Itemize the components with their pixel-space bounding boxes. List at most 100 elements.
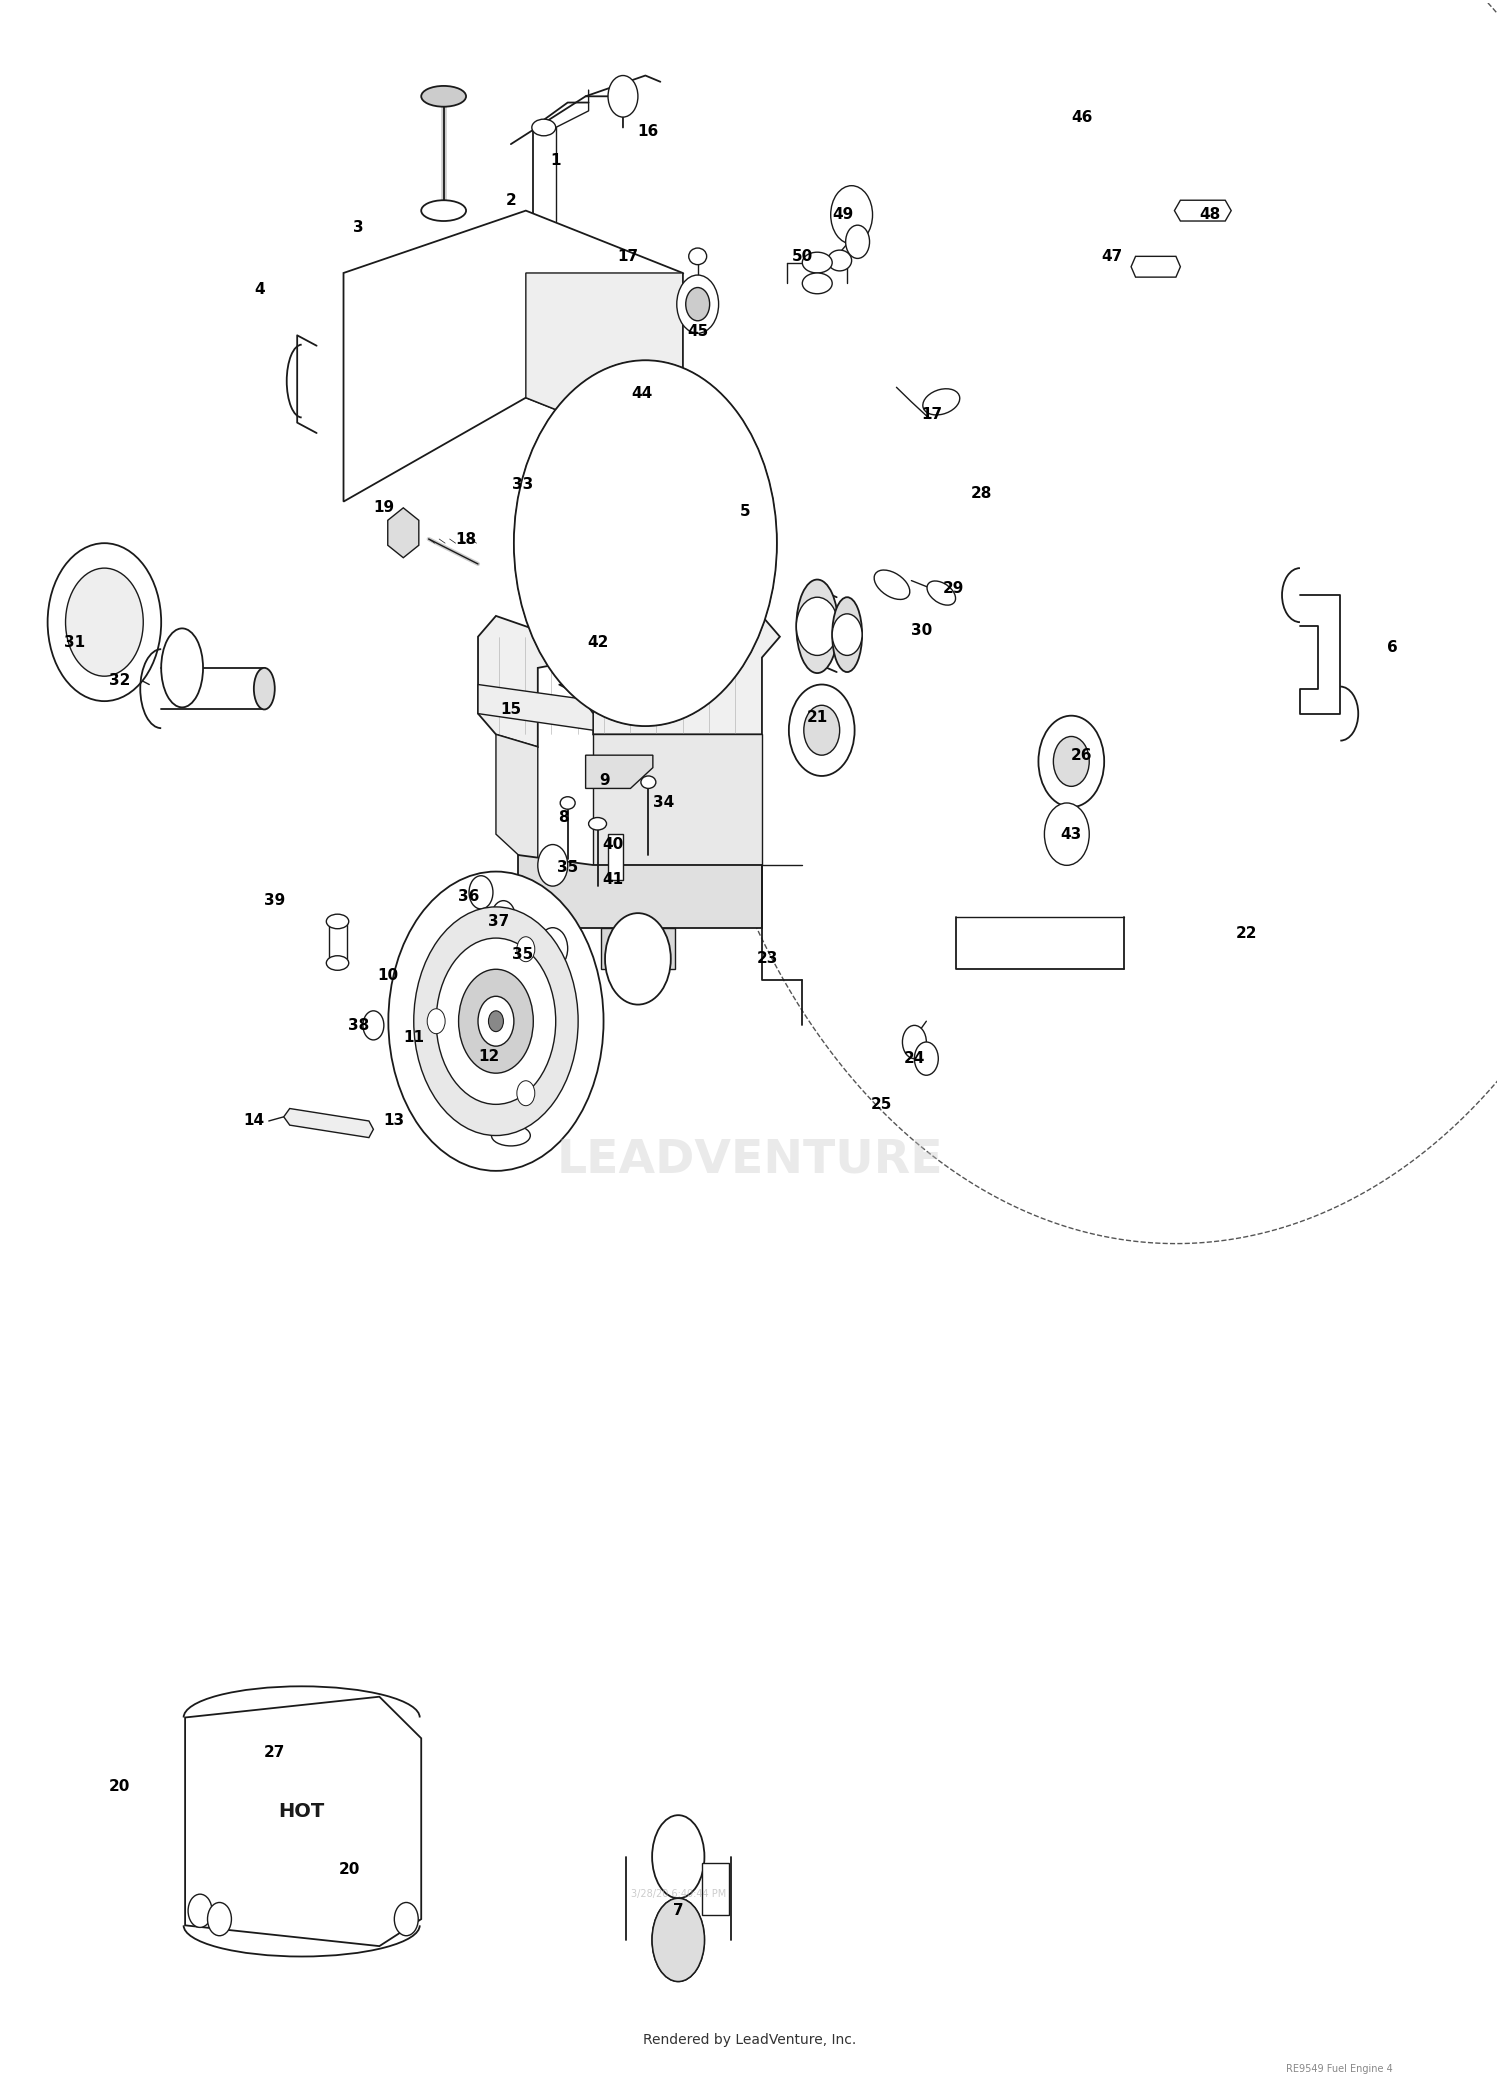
Text: LEADVENTURE: LEADVENTURE bbox=[556, 1138, 944, 1184]
Ellipse shape bbox=[652, 1815, 705, 1899]
Polygon shape bbox=[600, 927, 675, 969]
Circle shape bbox=[514, 361, 777, 725]
Text: 35: 35 bbox=[556, 861, 579, 875]
Ellipse shape bbox=[802, 252, 832, 273]
Text: 36: 36 bbox=[459, 890, 480, 904]
Text: 37: 37 bbox=[489, 915, 510, 929]
Bar bbox=[608, 834, 622, 879]
Circle shape bbox=[831, 185, 873, 244]
Ellipse shape bbox=[254, 667, 274, 709]
Circle shape bbox=[1038, 715, 1104, 807]
Text: 18: 18 bbox=[456, 531, 477, 546]
Text: HOT: HOT bbox=[279, 1801, 326, 1821]
Circle shape bbox=[518, 936, 536, 961]
Polygon shape bbox=[592, 734, 762, 865]
Ellipse shape bbox=[802, 273, 832, 294]
Text: 30: 30 bbox=[910, 623, 933, 638]
Text: 12: 12 bbox=[478, 1048, 500, 1065]
Text: 2: 2 bbox=[506, 192, 516, 208]
Text: 45: 45 bbox=[687, 323, 708, 340]
Ellipse shape bbox=[422, 200, 466, 221]
Ellipse shape bbox=[922, 390, 960, 415]
Text: 6: 6 bbox=[1388, 640, 1398, 654]
Text: 17: 17 bbox=[922, 406, 944, 421]
Polygon shape bbox=[388, 508, 418, 559]
Circle shape bbox=[636, 531, 654, 556]
Polygon shape bbox=[184, 1696, 422, 1946]
Ellipse shape bbox=[688, 248, 706, 265]
Ellipse shape bbox=[492, 1125, 531, 1146]
Text: 29: 29 bbox=[942, 581, 964, 596]
Text: 22: 22 bbox=[1236, 927, 1257, 942]
Ellipse shape bbox=[796, 579, 838, 673]
Circle shape bbox=[470, 875, 494, 909]
Polygon shape bbox=[519, 854, 762, 927]
Text: 40: 40 bbox=[602, 838, 622, 852]
Text: 24: 24 bbox=[903, 1050, 926, 1067]
Ellipse shape bbox=[632, 444, 658, 469]
Text: 21: 21 bbox=[807, 711, 828, 725]
Circle shape bbox=[436, 938, 555, 1105]
Text: 33: 33 bbox=[512, 477, 534, 492]
Text: 25: 25 bbox=[871, 1096, 892, 1113]
Circle shape bbox=[492, 900, 516, 934]
Text: 15: 15 bbox=[501, 702, 522, 717]
Text: 20: 20 bbox=[339, 1861, 360, 1878]
Ellipse shape bbox=[833, 598, 862, 671]
Circle shape bbox=[514, 361, 777, 725]
Circle shape bbox=[478, 996, 514, 1046]
Text: 3/28/20 6:40:44 PM: 3/28/20 6:40:44 PM bbox=[630, 1890, 726, 1899]
Circle shape bbox=[427, 1009, 445, 1034]
Polygon shape bbox=[496, 734, 538, 865]
Text: 10: 10 bbox=[378, 967, 399, 984]
Circle shape bbox=[552, 415, 738, 671]
Text: 26: 26 bbox=[1071, 748, 1092, 763]
Polygon shape bbox=[526, 273, 682, 461]
Circle shape bbox=[518, 1082, 536, 1107]
Circle shape bbox=[616, 929, 658, 988]
Ellipse shape bbox=[652, 1899, 705, 1982]
Ellipse shape bbox=[652, 1899, 705, 1982]
Polygon shape bbox=[478, 617, 780, 746]
Circle shape bbox=[570, 440, 720, 648]
Circle shape bbox=[48, 544, 160, 700]
Circle shape bbox=[846, 225, 870, 258]
Text: 14: 14 bbox=[243, 1113, 264, 1127]
Text: 4: 4 bbox=[255, 281, 266, 298]
Polygon shape bbox=[494, 1038, 530, 1096]
Circle shape bbox=[588, 465, 702, 623]
Polygon shape bbox=[1131, 256, 1180, 277]
Circle shape bbox=[538, 844, 567, 886]
Ellipse shape bbox=[632, 469, 658, 494]
Circle shape bbox=[188, 1894, 211, 1928]
Text: 48: 48 bbox=[1200, 206, 1221, 223]
Circle shape bbox=[394, 1903, 418, 1936]
Text: 9: 9 bbox=[600, 773, 610, 788]
Circle shape bbox=[676, 275, 718, 333]
Ellipse shape bbox=[640, 775, 656, 788]
Polygon shape bbox=[558, 684, 585, 696]
Bar bbox=[702, 1863, 729, 1915]
Text: 35: 35 bbox=[512, 948, 534, 963]
Circle shape bbox=[459, 969, 534, 1073]
Circle shape bbox=[804, 704, 840, 754]
Text: 47: 47 bbox=[1101, 248, 1122, 265]
Text: 3: 3 bbox=[352, 219, 364, 235]
Text: 50: 50 bbox=[792, 248, 813, 265]
Text: 31: 31 bbox=[64, 636, 86, 650]
Circle shape bbox=[489, 1011, 504, 1032]
Ellipse shape bbox=[927, 581, 956, 604]
Text: 44: 44 bbox=[632, 386, 652, 400]
Text: 13: 13 bbox=[384, 1113, 405, 1127]
Circle shape bbox=[388, 871, 603, 1171]
Polygon shape bbox=[344, 210, 682, 502]
Text: 46: 46 bbox=[1071, 110, 1092, 125]
Text: 42: 42 bbox=[586, 636, 609, 650]
Circle shape bbox=[686, 288, 709, 321]
Text: 19: 19 bbox=[374, 500, 394, 515]
Ellipse shape bbox=[492, 1086, 531, 1107]
Text: Rendered by LeadVenture, Inc.: Rendered by LeadVenture, Inc. bbox=[644, 2032, 856, 2046]
Circle shape bbox=[1053, 736, 1089, 786]
Text: 8: 8 bbox=[558, 811, 568, 825]
Circle shape bbox=[789, 684, 855, 775]
